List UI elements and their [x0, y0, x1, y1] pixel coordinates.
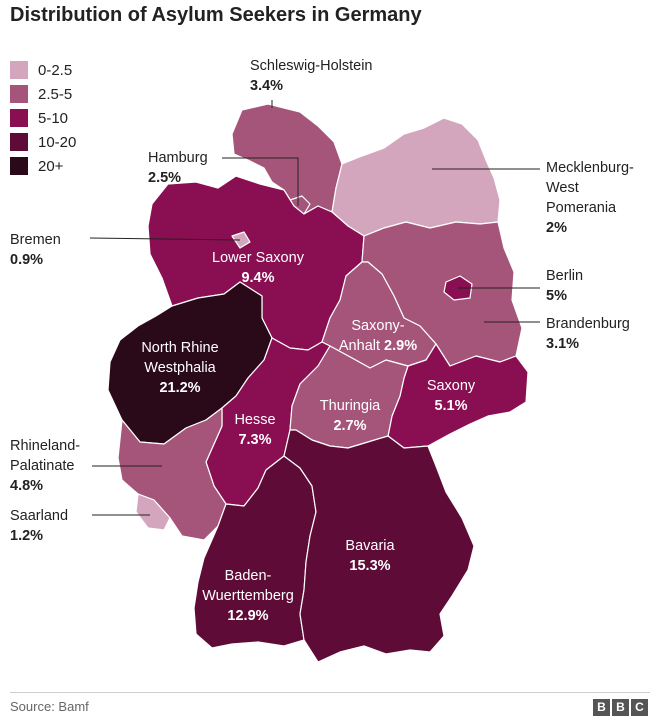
legend-item: 0-2.5: [10, 58, 76, 82]
legend-item: 5-10: [10, 106, 76, 130]
legend-swatch: [10, 61, 28, 79]
legend-swatch: [10, 133, 28, 151]
legend-label: 5-10: [38, 109, 69, 127]
legend-swatch: [10, 157, 28, 175]
label-thuringia: Thuringia 2.7%: [319, 398, 381, 434]
legend-label: 10-20: [38, 133, 77, 151]
leader-line-bremen: [89, 237, 241, 241]
label-rhineland-palatinate: Rhineland- Palatinate 4.8%: [10, 438, 81, 494]
region-bremen[interactable]: [231, 231, 251, 249]
label-schleswig-holstein: Schleswig-Holstein 3.4%: [250, 58, 373, 94]
legend-label: 20+: [38, 157, 64, 175]
leader-line-hamburg: [222, 157, 299, 206]
legend-item: 10-20: [10, 130, 76, 154]
bbc-logo-letter: B: [612, 699, 629, 716]
label-saxony: Saxony 5.1%: [426, 378, 476, 414]
bbc-logo-letter: C: [631, 699, 648, 716]
chart-title: Distribution of Asylum Seekers in German…: [10, 4, 422, 26]
label-berlin: Berlin 5%: [546, 268, 584, 304]
label-baden-wuerttemberg: Baden- Wuerttemberg 12.9%: [202, 568, 294, 624]
label-brandenburg: Brandenburg 3.1%: [546, 316, 630, 352]
label-hesse: Hesse 7.3%: [234, 412, 276, 448]
label-mecklenburg-west-pomerania: Mecklenburg- West Pomerania 2%: [546, 160, 634, 236]
legend: 0-2.5 2.5-5 5-10 10-20 20+: [10, 58, 76, 178]
label-bavaria: Bavaria 15.3%: [345, 538, 395, 574]
region-saarland[interactable]: [135, 493, 171, 531]
legend-label: 0-2.5: [38, 61, 73, 79]
label-north-rhine-westphalia: North Rhine Westphalia 21.2%: [141, 340, 219, 396]
legend-item: 20+: [10, 154, 76, 178]
region-mecklenburg-west-pomerania[interactable]: [331, 117, 501, 237]
label-saxony-anhalt: Saxony- Anhalt 2.9%: [338, 318, 418, 354]
leader-lines: [89, 100, 540, 516]
bbc-logo: B B C: [593, 699, 648, 716]
bbc-logo-letter: B: [593, 699, 610, 716]
source-note: Source: Bamf: [10, 699, 89, 714]
footer-divider: [10, 692, 650, 693]
legend-swatch: [10, 85, 28, 103]
label-bremen: Bremen 0.9%: [10, 232, 61, 268]
label-lower-saxony: Lower Saxony 9.4%: [212, 250, 304, 286]
legend-swatch: [10, 109, 28, 127]
label-hamburg: Hamburg 2.5%: [148, 150, 208, 186]
region-bavaria[interactable]: [283, 429, 475, 663]
legend-label: 2.5-5: [38, 85, 73, 103]
legend-item: 2.5-5: [10, 82, 76, 106]
label-saarland: Saarland 1.2%: [10, 508, 69, 544]
